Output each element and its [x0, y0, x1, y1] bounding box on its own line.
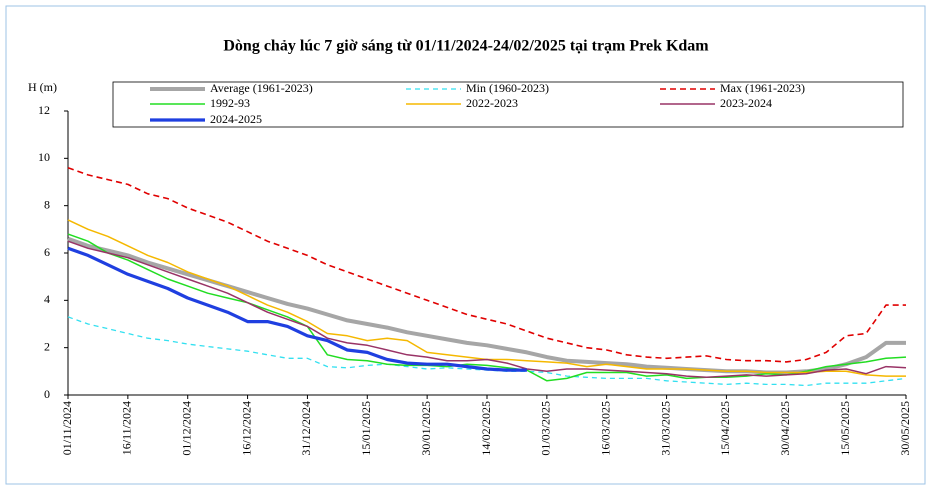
legend-label: 2024-2025: [210, 112, 262, 126]
x-tick-label: 01/11/2024: [60, 401, 74, 455]
legend-label: 2023-2024: [720, 96, 772, 110]
x-tick-label: 30/05/2025: [898, 401, 912, 456]
x-tick-label: 15/01/2025: [359, 401, 373, 456]
x-tick-label: 30/04/2025: [778, 401, 792, 456]
series-line: [67, 167, 906, 363]
y-tick-label: 8: [44, 197, 50, 211]
legend-label: Min (1960-2023): [466, 81, 549, 95]
chart-title: Dòng chảy lúc 7 giờ sáng từ 01/11/2024-2…: [223, 38, 709, 55]
x-tick-label: 30/01/2025: [419, 401, 433, 456]
y-tick-label: 2: [44, 339, 50, 353]
y-tick-label: 10: [38, 150, 50, 164]
x-tick-label: 16/03/2025: [598, 401, 612, 456]
legend: [112, 81, 904, 128]
y-tick-label: 6: [44, 245, 50, 259]
x-tick-label: 15/05/2025: [838, 401, 852, 456]
series-line: [67, 233, 907, 382]
x-tick-label: 01/03/2025: [539, 401, 553, 456]
series-line: [67, 246, 527, 372]
legend-label: 2022-2023: [466, 96, 518, 110]
legend-label: Max (1961-2023): [720, 81, 805, 95]
x-tick-label: 16/11/2024: [120, 401, 134, 455]
y-tick-label: 0: [44, 387, 50, 401]
x-tick-label: 01/12/2024: [179, 401, 193, 456]
x-tick-label: 14/02/2025: [479, 401, 493, 456]
x-tick-label: 15/04/2025: [718, 401, 732, 456]
series-line: [67, 240, 907, 379]
x-tick-label: 31/03/2025: [658, 401, 672, 456]
x-tick-label: 16/12/2024: [239, 401, 253, 456]
y-tick-label: 12: [38, 103, 50, 117]
y-axis-label: H (m): [28, 80, 57, 94]
y-tick-label: 4: [44, 292, 50, 306]
x-tick-label: 31/12/2024: [299, 401, 313, 456]
legend-label: 1992-93: [210, 96, 250, 110]
legend-label: Average (1961-2023): [210, 81, 313, 95]
